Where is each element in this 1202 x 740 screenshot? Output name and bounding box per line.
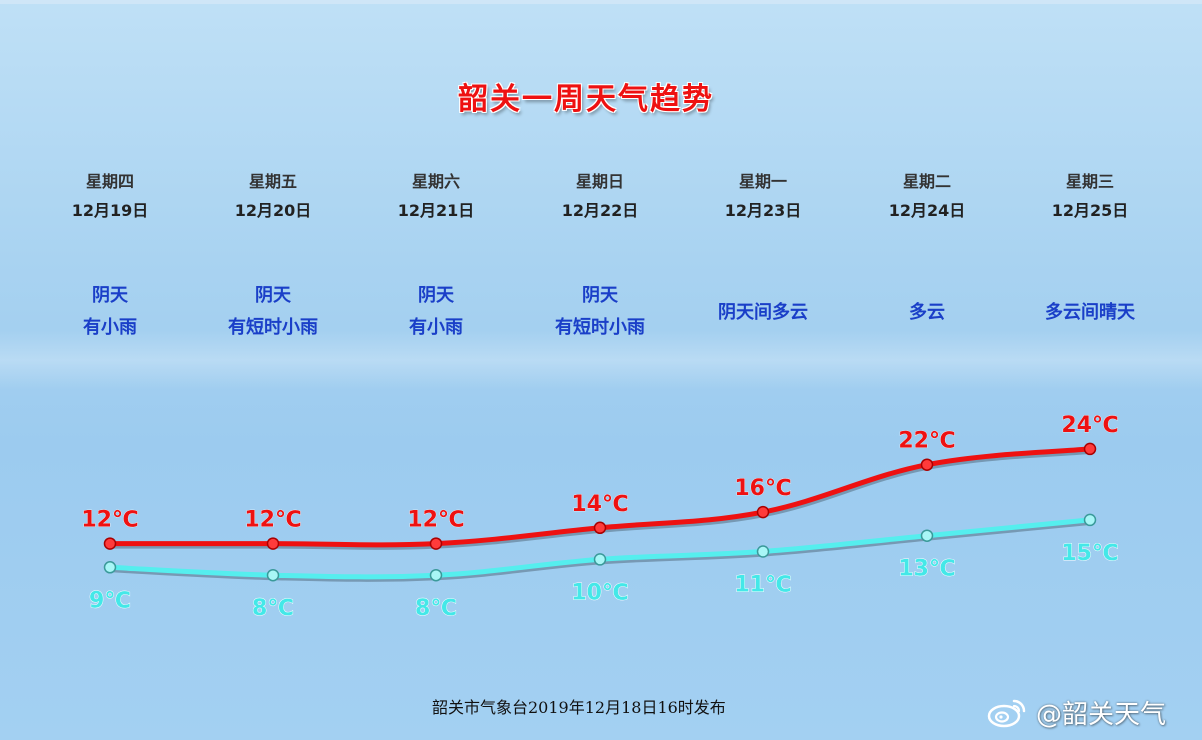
date-label: 12月24日 <box>888 201 966 220</box>
weather-text-line: 阴天 <box>255 285 291 306</box>
weather-text-line: 阴天 <box>418 285 454 306</box>
weekday-label: 星期日 <box>575 172 624 191</box>
low-temp-label: 8℃ <box>252 596 294 621</box>
low-temp-label: 10℃ <box>571 580 628 605</box>
high-temp-point <box>920 458 934 471</box>
weather-text-line: 多云 <box>909 302 945 323</box>
weather-description: 阴天 有小雨 <box>20 280 200 344</box>
low-temp-point <box>429 568 443 582</box>
low-temp-point <box>266 568 280 582</box>
low-temp-point <box>593 553 607 566</box>
high-temp-point <box>756 505 770 519</box>
weekday-label: 星期五 <box>248 172 297 191</box>
background-haze <box>0 330 1202 390</box>
weather-description: 多云 <box>837 297 1017 329</box>
low-temp-point <box>920 529 934 542</box>
date-label: 12月22日 <box>561 201 639 220</box>
low-temp-label: 11℃ <box>734 573 791 598</box>
high-temp-label: 12℃ <box>244 508 301 533</box>
high-temp-label: 24℃ <box>1061 413 1118 438</box>
weather-description: 阴天间多云 <box>673 297 853 329</box>
low-temp-label: 13℃ <box>898 557 955 582</box>
low-temp-label: 8℃ <box>415 596 457 621</box>
high-temp-point <box>593 521 607 535</box>
weather-description: 阴天 有短时小雨 <box>510 280 690 344</box>
high-temp-label: 12℃ <box>81 508 138 533</box>
watermark: @韶关天气 <box>986 692 1166 732</box>
date-label: 12月19日 <box>71 201 149 220</box>
issued-note: 韶关市气象台2019年12月18日16时发布 <box>432 698 726 717</box>
chart-title: 韶关一周天气趋势 <box>458 82 714 117</box>
weekday-label: 星期六 <box>411 172 460 191</box>
high-temp-label: 12℃ <box>407 508 464 533</box>
weather-description: 阴天 有短时小雨 <box>183 280 363 344</box>
high-temp-point <box>429 537 443 550</box>
high-temp-point <box>1083 442 1097 456</box>
date-label: 12月23日 <box>724 201 802 220</box>
low-temp-point <box>103 561 117 574</box>
date-label: 12月21日 <box>397 201 475 220</box>
weather-text-line: 阴天间多云 <box>718 302 808 323</box>
weibo-icon <box>987 699 1026 728</box>
weather-text-line: 阴天 <box>582 285 618 306</box>
weather-text-line: 有小雨 <box>83 317 137 338</box>
weekday-label: 星期二 <box>902 172 951 191</box>
high-temp-point <box>103 537 117 550</box>
high-temp-label: 16℃ <box>734 476 791 501</box>
weekday-label: 星期一 <box>738 172 787 191</box>
weather-description: 阴天 有小雨 <box>346 280 526 344</box>
low-temp-label: 15℃ <box>1061 541 1118 566</box>
low-temp-point <box>756 545 770 558</box>
watermark-text: @韶关天气 <box>1036 699 1167 730</box>
high-temp-label: 22℃ <box>898 429 955 454</box>
weather-text-line: 阴天 <box>92 285 128 306</box>
weather-text-line: 有短时小雨 <box>228 317 318 338</box>
date-label: 12月25日 <box>1051 201 1129 220</box>
weather-text-line: 有小雨 <box>409 317 463 338</box>
high-temp-label: 14℃ <box>571 492 628 517</box>
low-temp-label: 9℃ <box>89 588 131 613</box>
date-label: 12月20日 <box>234 201 312 220</box>
weekday-label: 星期四 <box>85 172 134 191</box>
weekday-label: 星期三 <box>1065 172 1114 191</box>
high-temp-point <box>266 537 280 550</box>
weather-description: 多云间晴天 <box>1000 297 1180 329</box>
weather-text-line: 多云间晴天 <box>1045 302 1135 323</box>
weather-text-line: 有短时小雨 <box>555 317 645 338</box>
low-temp-point <box>1083 513 1097 527</box>
